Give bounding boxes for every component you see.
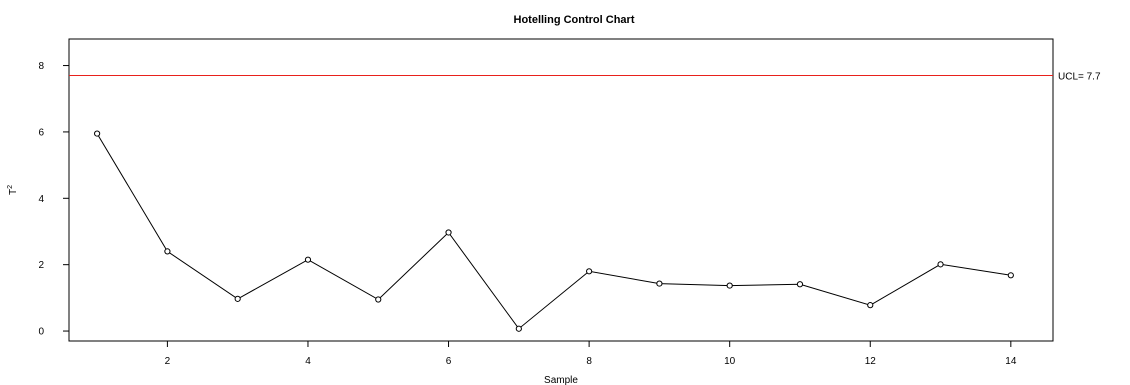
x-tick-label: 4 [305, 356, 311, 367]
y-tick-label: 6 [38, 127, 44, 138]
data-point [937, 261, 944, 268]
data-point [796, 281, 804, 288]
series-line-t2 [96, 133, 1011, 330]
y-tick-label: 2 [38, 260, 44, 271]
y-axis-label: T2 [7, 185, 19, 195]
chart-title: Hotelling Control Chart [514, 14, 635, 26]
x-axis-label: Sample [544, 375, 578, 385]
x-tick-label: 8 [586, 356, 592, 367]
y-tick-label: 8 [38, 61, 44, 72]
x-axis: 2 4 6 8 10 12 14 [165, 341, 1017, 367]
data-point [726, 282, 733, 289]
series-points [94, 130, 1014, 332]
x-tick-label: 2 [165, 356, 171, 367]
data-point [304, 256, 312, 263]
x-tick-label: 14 [1005, 356, 1017, 367]
y-axis: 0 2 4 6 8 [38, 61, 69, 338]
data-point [445, 229, 452, 236]
data-point [1007, 272, 1014, 279]
data-point [164, 248, 171, 255]
x-tick-label: 6 [446, 356, 452, 367]
x-tick-label: 12 [865, 356, 877, 367]
data-point [375, 296, 382, 303]
data-point [515, 325, 522, 332]
x-tick-label: 10 [724, 356, 736, 367]
data-point [234, 295, 241, 302]
y-axis-label-base: T [8, 189, 19, 195]
data-point [94, 130, 101, 137]
data-point [867, 302, 874, 309]
y-tick-label: 0 [38, 327, 44, 338]
data-point [656, 280, 663, 287]
ucl-label: UCL= 7.7 [1058, 72, 1101, 83]
y-tick-label: 4 [38, 194, 44, 205]
plot-frame [68, 38, 1054, 342]
data-point [586, 268, 593, 275]
y-axis-label-superscript: 2 [7, 185, 14, 189]
